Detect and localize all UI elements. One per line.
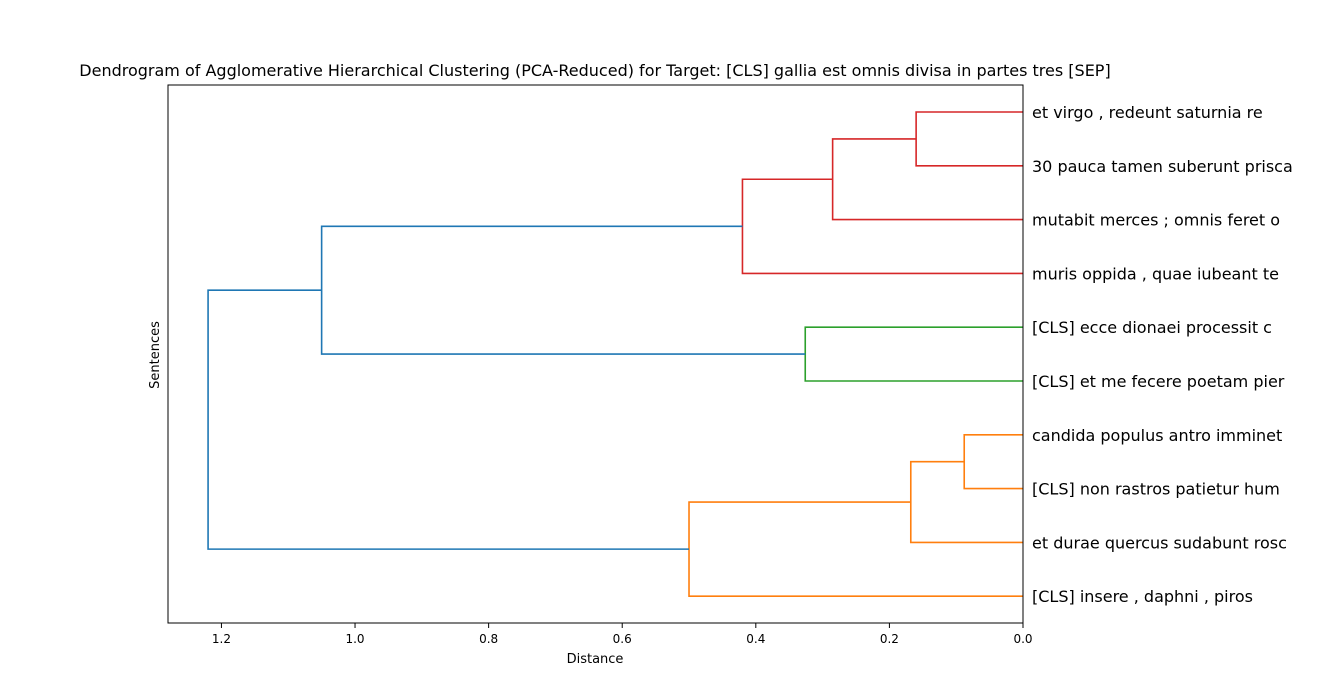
leaf-label: et virgo , redeunt saturnia re bbox=[1032, 103, 1263, 122]
x-tick-label: 0.8 bbox=[479, 632, 498, 646]
x-tick-label: 0.6 bbox=[613, 632, 632, 646]
leaf-label: candida populus antro imminet bbox=[1032, 426, 1282, 445]
dendrogram-link bbox=[963, 434, 1023, 490]
dendrogram-link bbox=[320, 225, 806, 355]
dendrogram-links bbox=[207, 111, 1023, 597]
x-axis-label: Distance bbox=[567, 652, 624, 667]
x-axis-ticks: 1.2 1.0 0.8 0.6 0.4 0.2 0.0 bbox=[212, 623, 1033, 646]
dendrogram-link bbox=[741, 178, 1023, 275]
leaf-label: muris oppida , quae iubeant te bbox=[1032, 264, 1279, 283]
x-tick-label: 0.0 bbox=[1013, 632, 1032, 646]
dendrogram-link bbox=[915, 111, 1023, 167]
leaf-label: [CLS] insere , daphni , piros bbox=[1032, 587, 1253, 606]
dendrogram-link bbox=[207, 289, 690, 550]
leaf-label: [CLS] ecce dionaei processit c bbox=[1032, 318, 1272, 337]
x-tick-label: 0.2 bbox=[880, 632, 899, 646]
y-axis-label: Sentences bbox=[148, 321, 163, 389]
chart-title: Dendrogram of Agglomerative Hierarchical… bbox=[79, 61, 1110, 80]
dendrogram-link bbox=[688, 501, 1023, 597]
leaf-label: [CLS] et me fecere poetam pier bbox=[1032, 372, 1285, 391]
dendrogram-link bbox=[831, 138, 1023, 221]
x-tick-label: 0.4 bbox=[746, 632, 765, 646]
x-tick-label: 1.0 bbox=[345, 632, 364, 646]
leaf-label: [CLS] non rastros patietur hum bbox=[1032, 480, 1280, 499]
x-tick-label: 1.2 bbox=[212, 632, 231, 646]
leaf-label: et durae quercus sudabunt rosc bbox=[1032, 533, 1287, 552]
leaf-label: 30 pauca tamen suberunt prisca bbox=[1032, 157, 1293, 176]
leaf-labels: et virgo , redeunt saturnia re 30 pauca t… bbox=[1032, 103, 1293, 606]
leaf-label: mutabit merces ; omnis feret o bbox=[1032, 211, 1280, 230]
dendrogram-link bbox=[909, 460, 1023, 544]
dendrogram-link bbox=[804, 326, 1023, 382]
plot-frame bbox=[167, 84, 1024, 624]
